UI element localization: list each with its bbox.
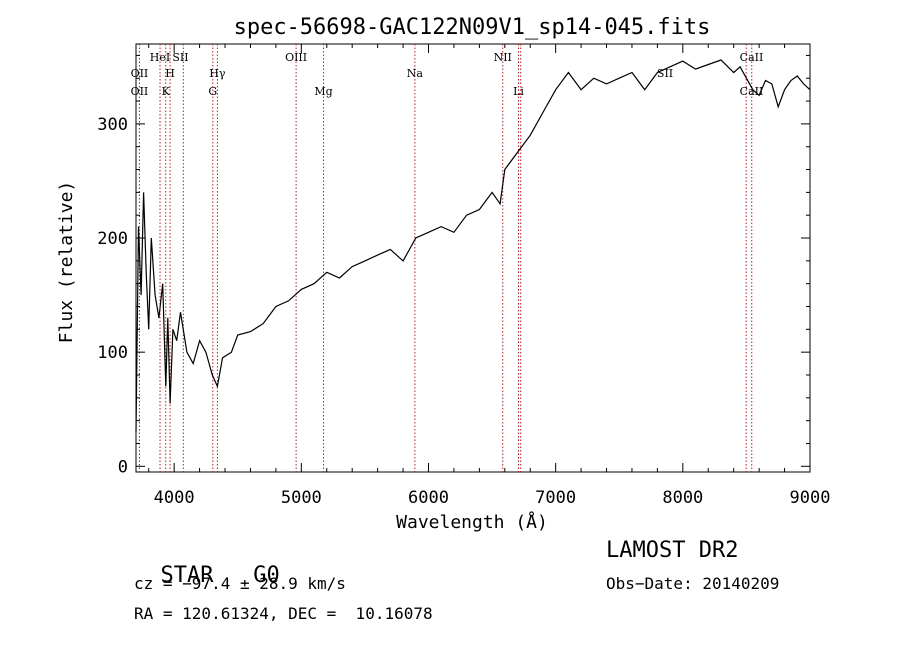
y-tick-label-1: 100 (97, 343, 128, 363)
y-tick-label-0: 0 (118, 457, 128, 477)
flux-series-line (135, 59, 811, 433)
plot-frame (135, 43, 811, 473)
line-label-12: Li (513, 85, 524, 98)
line-label-3: SII (172, 51, 188, 64)
x-tick-label-5: 9000 (790, 488, 831, 508)
line-label-2: HeI (150, 51, 170, 64)
x-tick-label-2: 6000 (408, 488, 449, 508)
line-label-15: CaII (740, 85, 764, 98)
radec-text: RA = 120.61324, DEC = 10.16078 (134, 604, 433, 623)
y-axis: 0 100 200 300 (97, 54, 810, 477)
y-axis-label: Flux (relative) (56, 181, 77, 344)
chart-title: spec-56698-GAC122N09V1_sp14-045.fits (234, 15, 711, 40)
line-label-11: NII (494, 51, 512, 64)
line-label-4: H (165, 67, 175, 80)
line-label-6: Hγ (209, 67, 226, 80)
spectral-line-markers (138, 44, 753, 472)
line-label-14: CaII (740, 51, 764, 64)
y-tick-label-2: 200 (97, 229, 128, 249)
line-label-5: K (162, 85, 171, 98)
line-label-8: OIII (285, 51, 307, 64)
x-tick-label-3: 7000 (535, 488, 576, 508)
object-class: STAR G0 (134, 538, 280, 588)
redshift-text: cz = −97.4 ± 28.9 km/s (134, 574, 346, 593)
x-axis: 4000 5000 6000 7000 8000 9000 (148, 44, 831, 508)
x-tick-label-0: 4000 (154, 488, 195, 508)
survey-label: LAMOST DR2 (606, 538, 739, 563)
x-axis-label: Wavelength (Å) (396, 511, 548, 533)
obs-date-text: Obs−Date: 20140209 (606, 574, 780, 593)
y-tick-label-3: 300 (97, 115, 128, 135)
line-label-1: OII (131, 85, 149, 98)
x-tick-label-4: 8000 (662, 488, 703, 508)
x-tick-label-1: 5000 (281, 488, 322, 508)
line-label-10: Na (407, 67, 424, 80)
subclass-label: G0 (253, 563, 280, 588)
line-label-0: OII (131, 67, 149, 80)
line-label-9: Mg (314, 85, 332, 98)
line-label-7: G (208, 85, 217, 98)
class-label: STAR (160, 563, 214, 588)
